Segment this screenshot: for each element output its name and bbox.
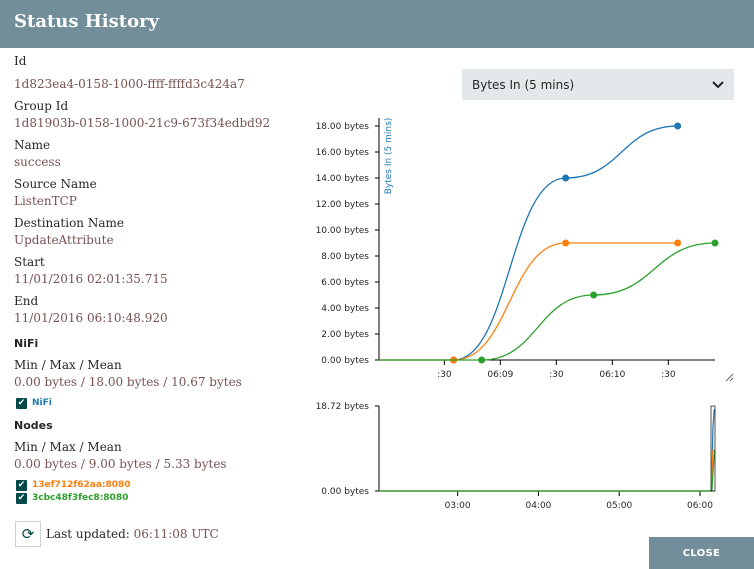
legend-label-node-1: 13ef712f62aa:8080 xyxy=(32,480,131,490)
y-tick-label: 14.00 bytes xyxy=(316,174,370,184)
overview-x-tick-label: 06:00 xyxy=(687,501,713,511)
y-tick-label: 16.00 bytes xyxy=(316,148,370,158)
legend-item-nifi[interactable]: ✔ NiFi xyxy=(16,397,52,409)
group-id-value: 1d81903b-0158-1000-21c9-673f34edbd92 xyxy=(14,116,271,130)
last-updated-value: 06:11:08 UTC xyxy=(133,527,219,541)
legend-label-nifi: NiFi xyxy=(32,398,52,408)
nodes-section-title: Nodes xyxy=(14,419,53,432)
data-point-s1-p2 xyxy=(674,239,682,247)
name-label: Name xyxy=(14,138,51,152)
group-id-label: Group Id xyxy=(14,99,69,113)
overview-y-tick-label: 0.00 bytes xyxy=(321,487,369,497)
y-tick-label: 10.00 bytes xyxy=(316,226,370,236)
refresh-icon: ⟳ xyxy=(21,525,35,543)
nifi-min-max-mean-value: 0.00 bytes / 18.00 bytes / 10.67 bytes xyxy=(14,375,242,389)
start-value: 11/01/2016 02:01:35.715 xyxy=(14,272,168,286)
brush-selection xyxy=(710,405,716,492)
checkbox-checked-icon[interactable]: ✔ xyxy=(16,492,27,504)
data-point-s2-p2 xyxy=(711,239,719,247)
overview-x-tick-label: 04:00 xyxy=(525,501,551,511)
data-point-s1-p1 xyxy=(562,239,570,247)
last-updated-label: Last updated: xyxy=(46,527,130,541)
end-label: End xyxy=(14,294,39,308)
x-tick-label: 06:09 xyxy=(487,370,513,380)
data-point-s0-p2 xyxy=(674,122,682,130)
nodes-min-max-mean-label: Min / Max / Mean xyxy=(14,440,122,454)
legend-label-node-2: 3cbc48f3fec8:8080 xyxy=(32,493,129,503)
data-point-s2-p0 xyxy=(478,356,486,364)
source-name-value: ListenTCP xyxy=(14,194,77,208)
destination-name-value: UpdateAttribute xyxy=(14,233,114,247)
nodes-min-max-mean-value: 0.00 bytes / 9.00 bytes / 5.33 bytes xyxy=(14,457,227,471)
destination-name-label: Destination Name xyxy=(14,216,124,230)
x-tick-label: :30 xyxy=(549,370,564,380)
start-label: Start xyxy=(14,255,45,269)
overview-series-line-1 xyxy=(379,449,715,492)
checkbox-checked-icon[interactable]: ✔ xyxy=(16,397,27,409)
y-tick-label: 8.00 bytes xyxy=(321,252,369,262)
end-value: 11/01/2016 06:10:48.920 xyxy=(14,311,168,325)
data-point-s2-p1 xyxy=(590,291,598,299)
close-button[interactable]: CLOSE xyxy=(649,537,754,569)
legend-item-node-1[interactable]: ✔ 13ef712f62aa:8080 xyxy=(16,479,131,491)
name-value: success xyxy=(14,155,61,169)
checkbox-checked-icon[interactable]: ✔ xyxy=(16,479,27,491)
overview-x-tick-label: 05:00 xyxy=(606,501,632,511)
chevron-down-icon xyxy=(712,80,724,88)
resize-handle xyxy=(725,373,734,382)
dialog-title: Status History xyxy=(14,11,160,32)
source-name-label: Source Name xyxy=(14,177,97,191)
y-tick-label: 4.00 bytes xyxy=(321,304,369,314)
series-line-1 xyxy=(379,242,678,361)
id-value: 1d823ea4-0158-1000-ffff-ffffd3c424a7 xyxy=(14,77,245,91)
y-tick-label: 0.00 bytes xyxy=(321,356,369,366)
x-tick-label: :30 xyxy=(437,370,452,380)
x-tick-label: 06:10 xyxy=(599,370,625,380)
overview-series-line-0 xyxy=(379,409,715,492)
y-axis-title: Bytes In (5 mins) xyxy=(384,118,394,195)
nifi-min-max-mean-label: Min / Max / Mean xyxy=(14,358,122,372)
nifi-section-title: NiFi xyxy=(14,337,39,350)
y-tick-label: 12.00 bytes xyxy=(316,200,370,210)
series-line-2 xyxy=(379,242,716,361)
x-tick-label: :30 xyxy=(661,370,676,380)
data-point-s0-p1 xyxy=(562,174,570,182)
overview-x-tick-label: 03:00 xyxy=(445,501,471,511)
metric-select[interactable]: Bytes In (5 mins) xyxy=(462,69,734,100)
id-label: Id xyxy=(14,54,27,68)
overview-series-line-2 xyxy=(379,450,716,492)
legend-item-node-2[interactable]: ✔ 3cbc48f3fec8:8080 xyxy=(16,492,128,504)
dialog-header: Status History xyxy=(0,0,754,48)
refresh-button[interactable]: ⟳ xyxy=(15,521,41,547)
metric-select-value: Bytes In (5 mins) xyxy=(472,77,575,92)
y-tick-label: 2.00 bytes xyxy=(321,330,369,340)
y-tick-label: 18.00 bytes xyxy=(316,122,370,132)
y-tick-label: 6.00 bytes xyxy=(321,278,369,288)
resize-handle xyxy=(729,377,734,382)
overview-y-tick-label: 18.72 bytes xyxy=(316,402,370,412)
last-updated: Last updated: 06:11:08 UTC xyxy=(46,527,219,541)
